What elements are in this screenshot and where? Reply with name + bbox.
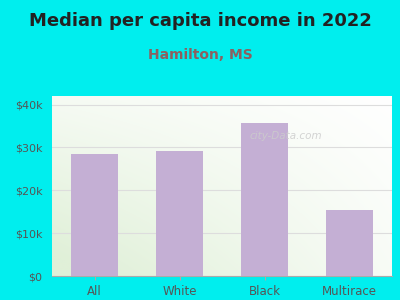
Bar [71,154,118,276]
Text: city-Data.com: city-Data.com [249,130,322,141]
Bar [326,210,373,276]
Bar [156,151,203,276]
Bar [241,123,288,276]
Text: Median per capita income in 2022: Median per capita income in 2022 [28,12,372,30]
Text: Hamilton, MS: Hamilton, MS [148,48,252,62]
